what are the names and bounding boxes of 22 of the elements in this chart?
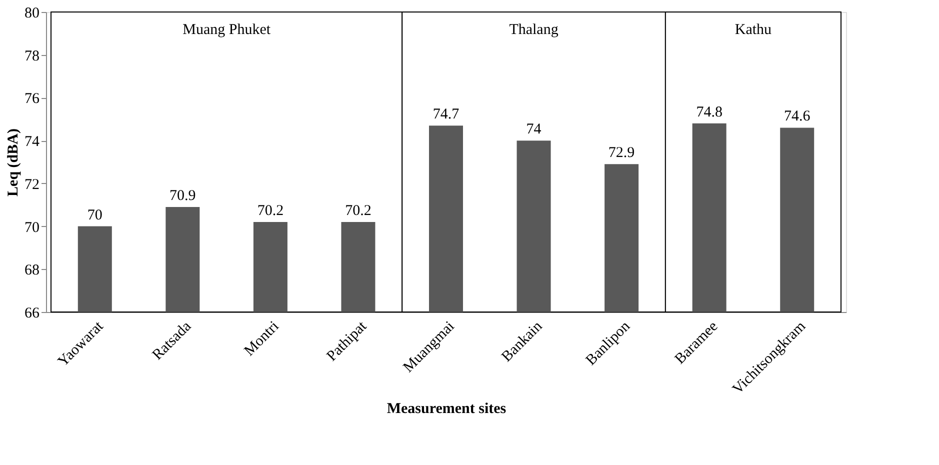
y-tick-label: 74: [24, 134, 40, 150]
band-label: Kathu: [734, 22, 772, 38]
data-label: 72.9: [608, 145, 635, 162]
y-tick-label: 68: [24, 262, 40, 279]
y-axis-title: Leq (dBA): [6, 128, 22, 196]
y-tick-label: 66: [24, 306, 40, 322]
band-label: Muang Phuket: [182, 22, 272, 38]
data-label: 70: [87, 207, 102, 224]
band-label: Thalang: [509, 22, 559, 38]
y-tick-label: 72: [24, 176, 40, 193]
data-label: 74: [526, 122, 542, 138]
y-tick-label: 80: [24, 6, 40, 22]
y-tick-label: 76: [24, 91, 40, 108]
data-label: 74.6: [784, 108, 811, 125]
x-axis-title: Measurement sites: [386, 400, 506, 417]
y-tick-label: 78: [24, 48, 40, 64]
y-tick-label: 70: [24, 220, 40, 236]
data-label: 70.9: [170, 188, 196, 204]
data-label: 70.2: [257, 203, 284, 219]
data-label: 70.2: [345, 203, 372, 219]
data-label: 74.8: [696, 104, 722, 120]
data-label: 74.7: [432, 106, 460, 123]
